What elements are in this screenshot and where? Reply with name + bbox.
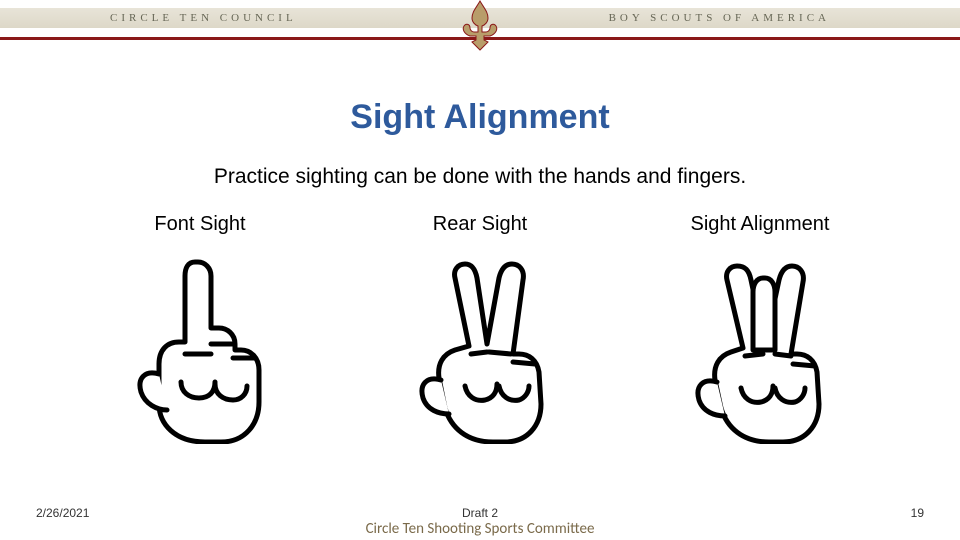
footer-draft: Draft 2 <box>462 506 498 520</box>
column-label: Rear Sight <box>340 213 620 236</box>
footer: 2/26/2021 Draft 2 19 Circle Ten Shooting… <box>0 502 960 536</box>
footer-committee: Circle Ten Shooting Sports Committee <box>366 520 595 538</box>
header-bar: CIRCLE TEN COUNCIL BOY SCOUTS OF AMERICA <box>0 0 960 40</box>
footer-page-number: 19 <box>911 506 924 520</box>
header-right-text: BOY SCOUTS OF AMERICA <box>609 12 830 24</box>
hand-two-fingers-icon <box>340 254 620 444</box>
column-rear-sight: Rear Sight <box>340 213 620 444</box>
subtitle-text: Practice sighting can be done with the h… <box>0 165 960 189</box>
page-title: Sight Alignment <box>0 98 960 137</box>
footer-date: 2/26/2021 <box>36 506 89 520</box>
column-front-sight: Font Sight <box>60 213 340 444</box>
column-sight-alignment: Sight Alignment <box>620 213 900 444</box>
hand-one-finger-icon <box>60 254 340 444</box>
fleur-de-lis-emblem-icon <box>452 0 508 54</box>
hand-alignment-icon <box>620 254 900 444</box>
column-label: Font Sight <box>60 213 340 236</box>
columns-row: Font Sight Rear Sight <box>0 213 960 444</box>
header-left-text: CIRCLE TEN COUNCIL <box>110 12 297 24</box>
column-label: Sight Alignment <box>620 213 900 236</box>
